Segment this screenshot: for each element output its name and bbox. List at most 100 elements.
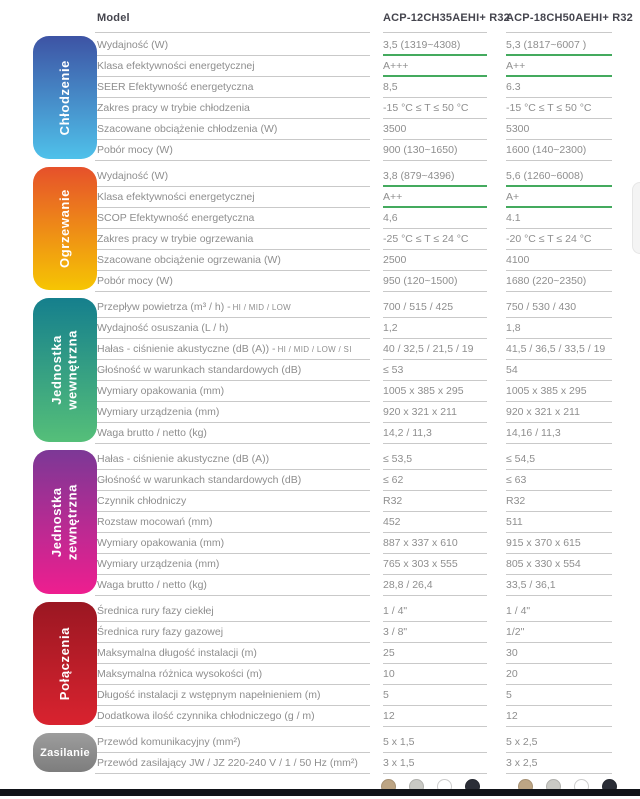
row-value-model-1: 1,2	[383, 318, 487, 339]
row-value-model-1: A++	[383, 187, 487, 208]
row-value-model-2: 33,5 / 36,1	[506, 575, 612, 596]
row-value-model-1: 900 (130~1650)	[383, 140, 487, 161]
row-label: Rozstaw mocowań (mm)	[95, 512, 370, 533]
section-label-text: Ogrzewanie	[57, 189, 73, 268]
section-label-ogrzewanie: Ogrzewanie	[33, 167, 97, 290]
row-value-model-1: 3,8 (879~4396)	[383, 166, 487, 187]
row-value-model-1: 887 x 337 x 610	[383, 533, 487, 554]
section-label-jednostka-zewnetrzna: Jednostka zewnętrzna	[33, 450, 97, 594]
row-label: Wydajność (W)	[95, 166, 370, 187]
table-row: Przepływ powietrza (m³ / h) - HI / MID /…	[95, 297, 640, 318]
table-row: Pobór mocy (W) 950 (120~1500) 1680 (220~23…	[95, 271, 640, 292]
section-jednostka-wewnetrzna: Jednostka wewnętrzna Przepływ powietrza (…	[33, 297, 640, 444]
row-label: Hałas - ciśnienie akustyczne (dB (A))	[95, 449, 370, 470]
row-label: Przewód komunikacyjny (mm²)	[95, 732, 370, 753]
row-value-model-2: 1600 (140~2300)	[506, 140, 612, 161]
row-value-model-2: A+	[506, 187, 612, 208]
row-value-model-1: 12	[383, 706, 487, 727]
row-label: Zakres pracy w trybie ogrzewania	[95, 229, 370, 250]
row-value-model-2: -15 °C ≤ T ≤ 50 °C	[506, 98, 612, 119]
table-row: Wydajność (W) 3,5 (1319~4308) 5,3 (1817~60…	[95, 35, 640, 56]
section-label-jednostka-wewnetrzna: Jednostka wewnętrzna	[33, 298, 97, 442]
row-label: Wymiary urządzenia (mm)	[95, 554, 370, 575]
table-row: Zakres pracy w trybie ogrzewania -25 °C ≤…	[95, 229, 640, 250]
row-label: Waga brutto / netto (kg)	[95, 575, 370, 596]
table-row: Wymiary urządzenia (mm) 765 x 303 x 555 80…	[95, 554, 640, 575]
row-value-model-1: -25 °C ≤ T ≤ 24 °C	[383, 229, 487, 250]
row-label: SCOP Efektywność energetyczna	[95, 208, 370, 229]
table-row: Waga brutto / netto (kg) 14,2 / 11,3 14,16…	[95, 423, 640, 444]
row-value-model-2: R32	[506, 491, 612, 512]
table-row: SCOP Efektywność energetyczna 4,6 4.1	[95, 208, 640, 229]
table-row: Średnica rury fazy gazowej 3 / 8" 1/2"	[95, 622, 640, 643]
section-rows: Wydajność (W) 3,5 (1319~4308) 5,3 (1817~60…	[95, 35, 640, 161]
row-value-model-2: 4.1	[506, 208, 612, 229]
row-value-model-2: 1680 (220~2350)	[506, 271, 612, 292]
table-row: Głośność w warunkach standardowych (dB) ≤…	[95, 470, 640, 491]
table-row: Szacowane obciążenie chłodzenia (W) 3500 5…	[95, 119, 640, 140]
table-row: Klasa efektywności energetycznej A+++ A++	[95, 56, 640, 77]
row-value-model-1: 4,6	[383, 208, 487, 229]
row-label: Przewód zasilający JW / JZ 220-240 V / 1…	[95, 753, 370, 774]
row-label: Wymiary opakowania (mm)	[95, 533, 370, 554]
row-label: Maksymalna długość instalacji (m)	[95, 643, 370, 664]
section-zasilanie: Zasilanie Przewód komunikacyjny (mm²) 5 x …	[33, 732, 640, 774]
row-label: Szacowane obciążenie ogrzewania (W)	[95, 250, 370, 271]
row-value-model-1: 920 x 321 x 211	[383, 402, 487, 423]
row-label: Pobór mocy (W)	[95, 140, 370, 161]
row-label: Szacowane obciążenie chłodzenia (W)	[95, 119, 370, 140]
row-value-model-1: 765 x 303 x 555	[383, 554, 487, 575]
row-label: Waga brutto / netto (kg)	[95, 423, 370, 444]
row-label: Wydajność osuszania (L / h)	[95, 318, 370, 339]
section-jednostka-zewnetrzna: Jednostka zewnętrzna Hałas - ciśnienie ak…	[33, 449, 640, 596]
row-value-model-1: 700 / 515 / 425	[383, 297, 487, 318]
row-value-model-2: A++	[506, 56, 612, 77]
row-label: Klasa efektywności energetycznej	[95, 56, 370, 77]
table-row: Hałas - ciśnienie akustyczne (dB (A)) ≤ 5…	[95, 449, 640, 470]
row-value-model-2: 5	[506, 685, 612, 706]
table-row: Długość instalacji z wstępnym napełnieni…	[95, 685, 640, 706]
row-value-model-2: 1 / 4"	[506, 601, 612, 622]
section-ogrzewanie: Ogrzewanie Wydajność (W) 3,8 (879~4396) 5,6…	[33, 166, 640, 292]
table-row: Wydajność osuszania (L / h) 1,2 1,8	[95, 318, 640, 339]
row-label: Średnica rury fazy ciekłej	[95, 601, 370, 622]
table-row: Maksymalna różnica wysokości (m) 10 20	[95, 664, 640, 685]
row-label-suffix: HI / MID / LOW	[232, 302, 292, 312]
row-label: Zakres pracy w trybie chłodzenia	[95, 98, 370, 119]
row-value-model-1: ≤ 53	[383, 360, 487, 381]
table-row: Dodatkowa ilość czynnika chłodniczego (g…	[95, 706, 640, 727]
row-value-model-2: 5300	[506, 119, 612, 140]
table-row: Wymiary opakowania (mm) 887 x 337 x 610 91…	[95, 533, 640, 554]
row-value-model-2: 750 / 530 / 430	[506, 297, 612, 318]
row-value-model-2: 1/2"	[506, 622, 612, 643]
model-column-header: Model	[95, 12, 370, 33]
row-label: Długość instalacji z wstępnym napełnieni…	[95, 685, 370, 706]
section-rows: Średnica rury fazy ciekłej 1 / 4" 1 / 4" Śr…	[95, 601, 640, 727]
row-value-model-2: 54	[506, 360, 612, 381]
row-label: Klasa efektywności energetycznej	[95, 187, 370, 208]
row-value-model-1: A+++	[383, 56, 487, 77]
row-label: Średnica rury fazy gazowej	[95, 622, 370, 643]
row-value-model-2: 915 x 370 x 615	[506, 533, 612, 554]
table-row: Waga brutto / netto (kg) 28,8 / 26,4 33,5 …	[95, 575, 640, 596]
model-2-column-header: ACP-18CH50AEHI+ R32	[506, 12, 633, 33]
row-label: Głośność w warunkach standardowych (dB)	[95, 360, 370, 381]
row-value-model-2: -20 °C ≤ T ≤ 24 °C	[506, 229, 612, 250]
row-value-model-1: 2500	[383, 250, 487, 271]
row-value-model-1: -15 °C ≤ T ≤ 50 °C	[383, 98, 487, 119]
table-row: Pobór mocy (W) 900 (130~1650) 1600 (140~23…	[95, 140, 640, 161]
table-row: Maksymalna długość instalacji (m) 25 30	[95, 643, 640, 664]
table-row: Wymiary opakowania (mm) 1005 x 385 x 295 1…	[95, 381, 640, 402]
row-label: SEER Efektywność energetyczna	[95, 77, 370, 98]
row-label: Dodatkowa ilość czynnika chłodniczego (g…	[95, 706, 370, 727]
row-value-model-1: 25	[383, 643, 487, 664]
table-row: Szacowane obciążenie ogrzewania (W) 2500 4…	[95, 250, 640, 271]
section-polaczenia: Połączenia Średnica rury fazy ciekłej 1 / …	[33, 601, 640, 727]
row-value-model-2: 5,6 (1260~6008)	[506, 166, 612, 187]
row-label: Pobór mocy (W)	[95, 271, 370, 292]
row-value-model-1: 5 x 1,5	[383, 732, 487, 753]
section-rows: Przewód komunikacyjny (mm²) 5 x 1,5 5 x 2,…	[95, 732, 640, 774]
row-label: Wydajność (W)	[95, 35, 370, 56]
row-value-model-2: 12	[506, 706, 612, 727]
